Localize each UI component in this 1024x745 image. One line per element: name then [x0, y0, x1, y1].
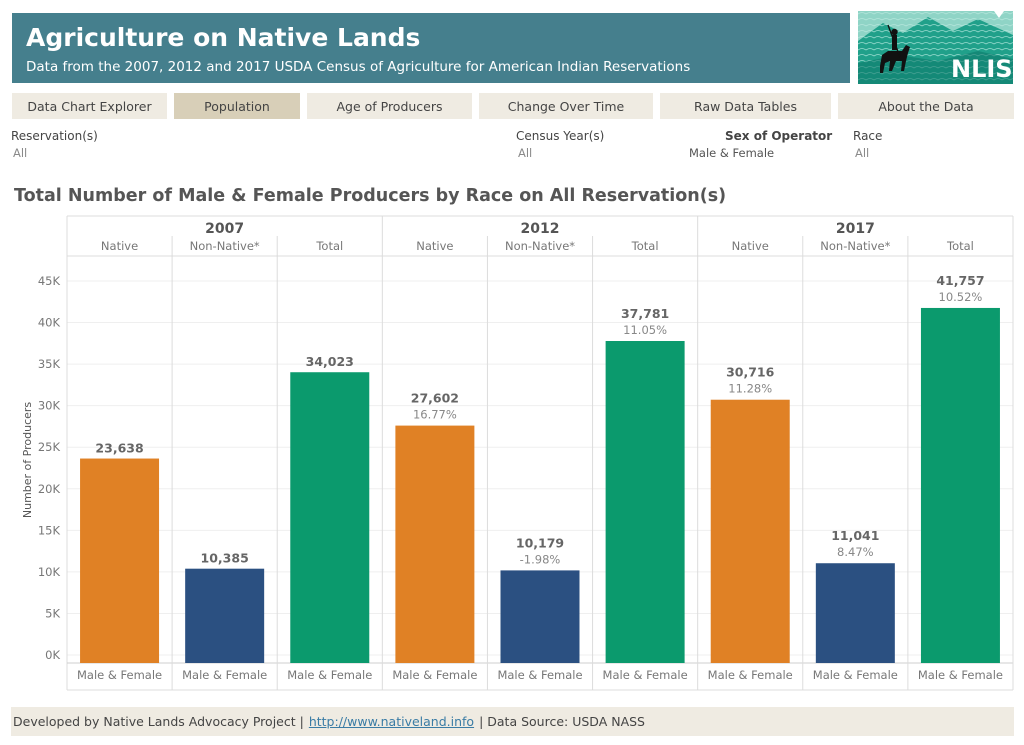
bar [710, 399, 790, 663]
x-category-label: Male & Female [392, 668, 477, 682]
y-tick-label: 45K [38, 274, 61, 288]
tab-population[interactable]: Population [174, 93, 300, 119]
bar-pct-label: 11.05% [623, 323, 667, 337]
y-tick-label: 0K [45, 648, 60, 662]
x-category-label: Male & Female [182, 668, 267, 682]
bar [290, 372, 370, 663]
bar-value-label: 23,638 [95, 441, 143, 456]
tab-age-of-producers[interactable]: Age of Producers [307, 93, 472, 119]
bar-value-label: 37,781 [621, 306, 669, 321]
bar-value-label: 30,716 [726, 365, 775, 380]
bar-value-label: 11,041 [831, 528, 879, 543]
bar [185, 568, 265, 663]
y-tick-label: 30K [38, 399, 61, 413]
y-tick-label: 15K [38, 523, 61, 537]
bar [815, 563, 895, 663]
group-header: Total [315, 239, 343, 253]
group-header: Non-Native* [820, 239, 890, 253]
x-category-label: Male & Female [813, 668, 898, 682]
census-year-filter-dropdown[interactable]: All [518, 146, 533, 160]
tab-data-chart-explorer[interactable]: Data Chart Explorer [12, 93, 167, 119]
sex-filter-label: Sex of Operator [725, 129, 833, 143]
group-header: Total [946, 239, 974, 253]
sex-filter-dropdown[interactable]: Male & Female [689, 146, 775, 160]
x-category-label: Male & Female [708, 668, 793, 682]
race-filter-dropdown[interactable]: All [855, 146, 870, 160]
bar [395, 425, 475, 663]
y-axis-label: Number of Producers [21, 402, 34, 519]
dashboard-header: Agriculture on Native Lands Data from th… [12, 13, 850, 83]
year-header: 2017 [836, 221, 875, 237]
y-tick-label: 5K [45, 606, 60, 620]
chart-title: Total Number of Male & Female Producers … [14, 186, 727, 206]
x-category-label: Male & Female [497, 668, 582, 682]
y-tick-label: 40K [38, 316, 61, 330]
x-category-label: Male & Female [603, 668, 688, 682]
bar-value-label: 34,023 [306, 354, 354, 369]
footer-link[interactable]: http://www.nativeland.info [308, 714, 475, 729]
group-header: Native [732, 239, 769, 253]
tab-raw-data-tables[interactable]: Raw Data Tables [660, 93, 831, 119]
tab-about-the-data[interactable]: About the Data [838, 93, 1014, 119]
group-header: Native [416, 239, 453, 253]
x-category-label: Male & Female [918, 668, 1003, 682]
race-filter-label: Race [853, 129, 883, 143]
bar [920, 307, 1000, 663]
bar-pct-label: 11.28% [728, 382, 772, 396]
dashboard-subtitle: Data from the 2007, 2012 and 2017 USDA C… [26, 59, 691, 75]
bar-pct-label: 16.77% [413, 408, 457, 422]
y-tick-label: 25K [38, 440, 61, 454]
nlis-logo: NLIS [858, 11, 1013, 84]
bar-value-label: 27,602 [411, 391, 459, 406]
x-category-label: Male & Female [287, 668, 372, 682]
bar-value-label: 10,385 [201, 551, 249, 566]
bar-pct-label: 8.47% [837, 545, 874, 559]
reservation-filter-label: Reservation(s) [11, 129, 98, 143]
x-category-label: Male & Female [77, 668, 162, 682]
footer-credit: Developed by Native Lands Advocacy Proje… [13, 714, 304, 729]
logo-text: NLIS [951, 55, 1013, 83]
footer: Developed by Native Lands Advocacy Proje… [11, 707, 1014, 736]
horse-rider-icon [880, 24, 910, 73]
year-header: 2012 [521, 221, 560, 237]
bar [500, 570, 580, 663]
bar-pct-label: 10.52% [939, 290, 983, 304]
bar-value-label: 10,179 [516, 535, 564, 550]
y-tick-label: 20K [38, 482, 61, 496]
y-tick-label: 35K [38, 357, 61, 371]
group-header: Native [101, 239, 138, 253]
group-header: Total [631, 239, 659, 253]
dashboard-title: Agriculture on Native Lands [26, 23, 421, 52]
year-header: 2007 [205, 221, 244, 237]
group-header: Non-Native* [505, 239, 575, 253]
group-header: Non-Native* [190, 239, 260, 253]
tab-change-over-time[interactable]: Change Over Time [479, 93, 653, 119]
census-year-filter-label: Census Year(s) [516, 129, 605, 143]
bar-value-label: 41,757 [936, 273, 984, 288]
y-tick-label: 10K [38, 565, 61, 579]
bar [605, 340, 685, 663]
bar [80, 458, 160, 663]
bar-pct-label: -1.98% [520, 552, 561, 566]
footer-source: | Data Source: USDA NASS [479, 714, 645, 729]
reservation-filter-dropdown[interactable]: All [13, 146, 28, 160]
